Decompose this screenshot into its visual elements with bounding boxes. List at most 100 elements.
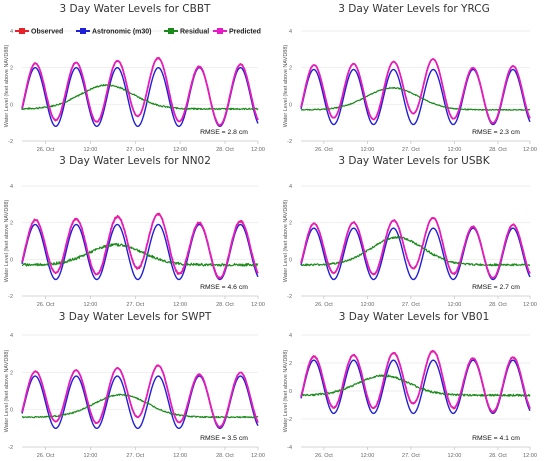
x-tick-label: 12:00 [361, 147, 375, 153]
y-tick-label: -2 [287, 294, 292, 300]
legend-label: Observed [31, 29, 63, 36]
y-tick-label: 2 [10, 370, 13, 376]
y-tick-label: -4 [287, 445, 292, 451]
rmse-label: RMSE = 2.3 cm [472, 129, 520, 136]
chart-panel-4: 3 Day Water Levels for USBK -2 0 2 4 Water Le… [283, 155, 537, 308]
x-tick-label: 12:00 [84, 147, 98, 153]
x-tick-label: 12:00 [173, 302, 187, 308]
legend-label: Astronomic (m30) [92, 29, 152, 36]
x-tick-label: 12:00 [523, 147, 537, 153]
y-axis-label: Water Level (feet above NAVD88) [283, 200, 289, 283]
series-residual [300, 374, 531, 397]
x-tick-label: 27. Oct [126, 453, 144, 459]
y-tick-label: 0 [10, 102, 13, 108]
x-tick-label: 27. Oct [402, 453, 420, 459]
legend-label: Residual [180, 29, 209, 36]
y-tick-label: -2 [8, 139, 13, 145]
x-tick-label: 12:00 [448, 302, 462, 308]
rmse-label: RMSE = 2.8 cm [200, 129, 248, 136]
rmse-label: RMSE = 2.7 cm [472, 284, 520, 291]
y-tick-label: -2 [8, 445, 13, 451]
x-tick-label: 28. Oct [216, 453, 234, 459]
x-tick-label: 28. Oct [216, 302, 234, 308]
series-observed [300, 216, 531, 279]
series-observed [21, 364, 259, 429]
y-tick-label: -2 [287, 417, 292, 423]
legend-label: Predicted [229, 29, 261, 36]
chart-panel-5: 3 Day Water Levels for SWPT -2 0 2 4 Water Le… [4, 311, 265, 459]
legend-marker [217, 28, 223, 34]
series-astronomic [21, 66, 259, 128]
series-predicted [21, 213, 259, 279]
y-tick-label: 2 [10, 221, 13, 227]
legend-marker [19, 28, 25, 34]
x-tick-label: 26. Oct [37, 453, 55, 459]
legend-marker [80, 28, 86, 34]
x-tick-label: 12:00 [448, 147, 462, 153]
legend-marker [168, 28, 174, 34]
y-tick-label: 0 [10, 408, 13, 414]
x-tick-label: 28. Oct [489, 453, 507, 459]
y-tick-label: 0 [289, 389, 292, 395]
series-residual [21, 242, 259, 267]
series-predicted [21, 364, 259, 428]
x-tick-label: 12:00 [173, 147, 187, 153]
x-tick-label: 27. Oct [402, 147, 420, 153]
x-tick-label: 27. Oct [126, 147, 144, 153]
chart-panel-2: 3 Day Water Levels for YRCG -2 0 2 4 Water Le… [283, 3, 537, 153]
series-predicted [300, 216, 531, 279]
y-tick-label: 0 [10, 257, 13, 263]
rmse-label: RMSE = 4.6 cm [200, 284, 248, 291]
y-tick-label: 4 [289, 333, 292, 339]
y-axis-label: Water Level (feet above NAVD88) [283, 45, 289, 128]
y-tick-label: 4 [10, 184, 13, 190]
series-residual [300, 235, 531, 267]
chart-title: 3 Day Water Levels for NN02 [59, 155, 211, 167]
y-axis-label: Water Level (feet above NAVD88) [4, 200, 10, 283]
series-astronomic [300, 227, 531, 281]
y-tick-label: -2 [8, 294, 13, 300]
rmse-label: RMSE = 4.1 cm [472, 435, 520, 442]
x-tick-label: 12:00 [173, 453, 187, 459]
x-tick-label: 26. Oct [315, 147, 333, 153]
chart-title: 3 Day Water Levels for CBBT [60, 3, 212, 15]
x-tick-label: 12:00 [84, 453, 98, 459]
series-residual [300, 86, 531, 111]
x-tick-label: 12:00 [523, 453, 537, 459]
series-predicted [300, 58, 531, 124]
chart-title: 3 Day Water Levels for VB01 [339, 311, 490, 323]
y-axis-label: Water Level (feet above NAVD88) [4, 45, 10, 128]
series-astronomic [21, 375, 259, 430]
y-tick-label: 2 [289, 361, 292, 367]
series-astronomic [300, 68, 531, 126]
series-predicted [300, 350, 531, 413]
y-tick-label: 4 [10, 29, 13, 35]
legend: Observed Astronomic (m30) Residual Predicte… [15, 28, 261, 36]
x-tick-label: 28. Oct [216, 147, 234, 153]
series-predicted [21, 57, 259, 126]
x-tick-label: 12:00 [251, 147, 265, 153]
rmse-label: RMSE = 3.5 cm [200, 435, 248, 442]
x-tick-label: 26. Oct [315, 453, 333, 459]
chart-title: 3 Day Water Levels for YRCG [338, 3, 489, 15]
chart-panel-3: 3 Day Water Levels for NN02 -2 0 2 4 Water Le… [4, 155, 265, 308]
x-tick-label: 26. Oct [37, 302, 55, 308]
x-tick-label: 12:00 [448, 453, 462, 459]
chart-title: 3 Day Water Levels for SWPT [59, 311, 212, 323]
series-residual [21, 84, 259, 111]
x-tick-label: 27. Oct [126, 302, 144, 308]
x-tick-label: 12:00 [251, 302, 265, 308]
series-observed [21, 212, 259, 280]
y-tick-label: 2 [289, 66, 292, 72]
y-tick-label: 4 [289, 29, 292, 35]
y-tick-label: 4 [10, 333, 13, 339]
x-tick-label: 28. Oct [489, 147, 507, 153]
x-tick-label: 12:00 [84, 302, 98, 308]
chart-panel-6: 3 Day Water Levels for VB01 -4 -2 0 2 4 Water … [283, 311, 537, 459]
x-tick-label: 27. Oct [402, 302, 420, 308]
x-tick-label: 26. Oct [37, 147, 55, 153]
chart-panel-1: 3 Day Water Levels for CBBT -2 0 2 4 Water Le… [4, 3, 265, 153]
series-astronomic [21, 223, 259, 281]
x-tick-label: 12:00 [361, 302, 375, 308]
